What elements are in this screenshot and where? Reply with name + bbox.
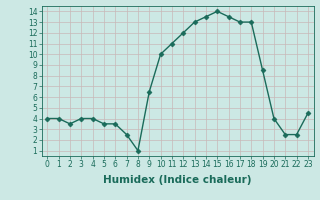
- X-axis label: Humidex (Indice chaleur): Humidex (Indice chaleur): [103, 175, 252, 185]
